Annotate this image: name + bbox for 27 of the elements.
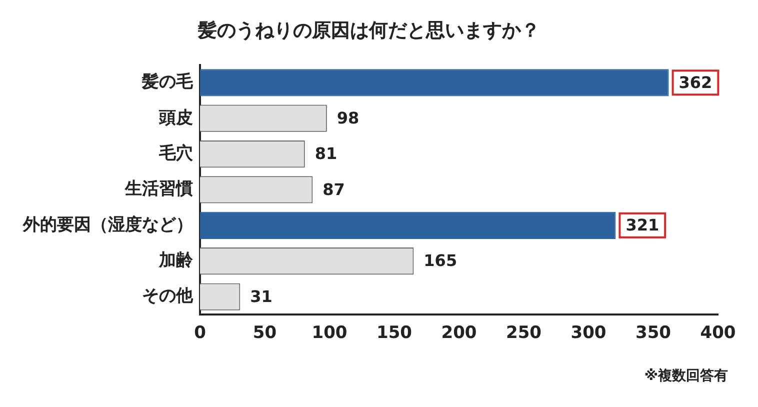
x-tick-label: 350: [636, 323, 672, 344]
data-label: 321: [626, 216, 660, 235]
x-tick-label: 400: [700, 323, 736, 344]
y-tick-label: 加齢: [158, 250, 194, 270]
x-tick-label: 200: [441, 323, 477, 344]
bar: [200, 69, 669, 96]
data-label: 31: [250, 286, 272, 306]
data-label: 87: [322, 180, 345, 199]
y-tick-label: 頭皮: [158, 108, 193, 128]
data-label: 362: [678, 72, 712, 92]
text: ※複数回答有: [644, 367, 728, 385]
x-tick-label: 100: [312, 323, 348, 344]
chart-title: 髪のうねりの原因は何だと思いますか？: [197, 19, 540, 42]
x-tick-label: 50: [252, 323, 277, 344]
y-tick-label: 外的要因（湿度など）: [22, 214, 193, 235]
y-tick-label: 毛穴: [158, 143, 194, 164]
data-label: 98: [336, 108, 360, 128]
x-tick-label: 0: [194, 323, 206, 344]
data-label: 165: [424, 251, 458, 270]
y-tick-label: 生活習慣: [124, 179, 193, 200]
bar: [200, 212, 616, 239]
x-tick-label: 150: [376, 323, 412, 344]
x-tick-label: 300: [570, 323, 606, 344]
x-tick-label: 250: [506, 323, 542, 344]
data-label: 81: [314, 144, 338, 164]
y-tick-label: その他: [142, 286, 194, 306]
y-tick-label: 髪の毛: [141, 72, 194, 92]
